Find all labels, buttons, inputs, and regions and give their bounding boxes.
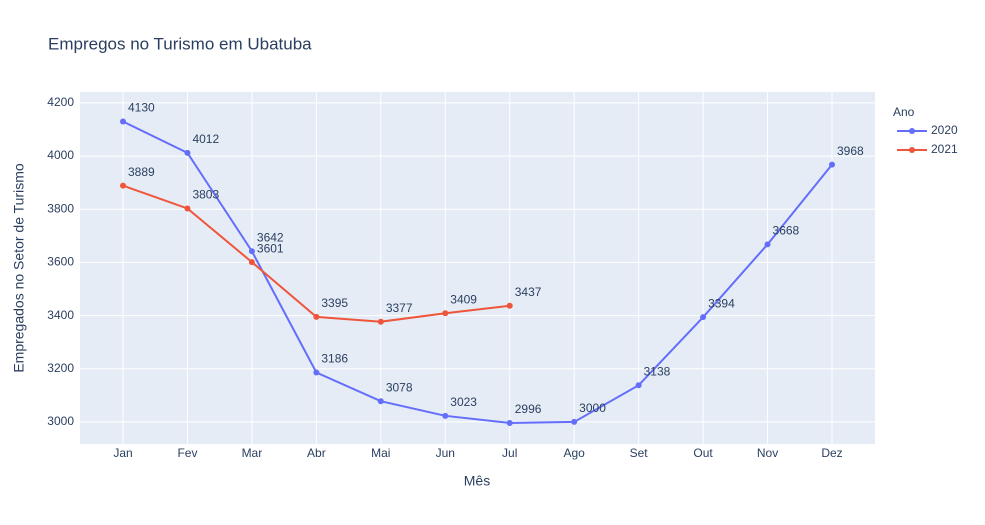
data-label: 3668 [773,224,800,238]
point [829,161,835,168]
point [700,314,707,321]
data-label: 3395 [321,296,348,310]
x-tick-label: Ago [564,446,586,460]
x-tick-label: Nov [757,446,778,460]
series-line [122,120,833,424]
y-tick-label: 3200 [47,361,74,375]
point [248,248,255,255]
point [506,302,513,309]
data-label: 4012 [192,132,219,146]
data-label: 3377 [386,301,413,315]
x-tick-label: Jun [436,446,455,460]
point [184,149,191,156]
x-tick-label: Abr [307,446,326,460]
data-label: 3889 [128,165,155,179]
point [764,241,771,248]
x-tick-label: Jul [502,446,517,460]
legend-marker [909,147,915,153]
point [377,318,384,325]
y-tick-label: 3400 [47,308,74,322]
data-label: 3409 [450,292,477,306]
x-tick-label: Set [630,446,649,460]
legend-label: 2021 [931,142,958,156]
point [442,412,449,419]
point [313,313,320,320]
x-tick-label: Fev [177,446,197,460]
legend-label: 2020 [931,123,958,137]
data-label: 3437 [515,285,542,299]
x-tick-label: Dez [821,446,842,460]
y-tick-label: 3800 [47,201,74,215]
point [571,418,578,425]
y-axis-title: Empregados no Setor de Turismo [11,163,27,373]
y-tick-label: 4200 [47,95,74,109]
point [248,259,255,266]
x-axis-title: Mês [464,473,490,489]
y-tick-label: 4000 [47,148,74,162]
x-tick-label: Mar [242,446,263,460]
x-tick-label: Jan [113,446,132,460]
data-label: 3138 [644,364,671,378]
data-label: 3023 [450,395,477,409]
data-label: 3642 [257,230,284,244]
point [442,310,449,317]
data-label: 3186 [321,352,348,366]
data-label: 3000 [579,401,606,415]
x-tick-label: Out [693,446,713,460]
point [120,118,126,125]
point [377,398,384,405]
point [313,369,320,376]
plot-area [80,92,875,444]
point [506,419,513,426]
legend-marker [909,128,915,134]
point [635,382,642,389]
data-label: 3078 [386,380,413,394]
y-tick-label: 3000 [47,414,74,428]
point [120,182,126,189]
data-label: 3601 [257,241,284,255]
data-label: 2996 [515,402,542,416]
x-tick-label: Mai [371,446,390,460]
data-label: 3968 [837,144,864,158]
data-label: 3803 [192,188,219,202]
data-label: 3394 [708,296,735,310]
point [184,205,191,212]
chart-title: Empregos no Turismo em Ubatuba [48,34,312,53]
legend-title: Ano [893,105,915,119]
y-tick-label: 3600 [47,255,74,269]
data-label: 4130 [128,101,155,115]
